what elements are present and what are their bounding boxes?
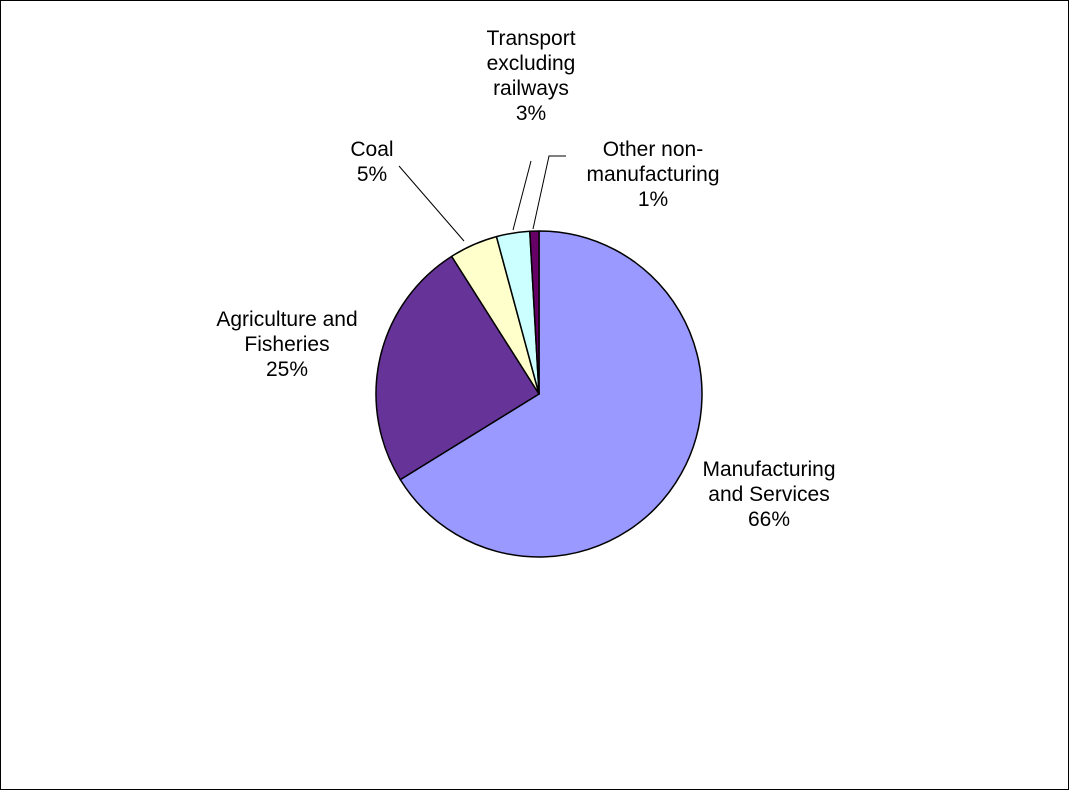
slice-label-agriculture-and-fisheries: Agriculture and Fisheries 25% <box>216 308 357 381</box>
slice-name-line: and Services <box>708 483 829 506</box>
leader-line-coal <box>398 165 465 242</box>
slice-name-line: Transport <box>486 27 575 50</box>
slice-name-line: Coal <box>350 138 393 161</box>
leader-line-other-non-manufacturing <box>532 155 566 230</box>
pie-slices <box>375 230 703 558</box>
slice-label-other-non-manufacturing: Other non-manufacturing 1% <box>586 138 719 211</box>
pie-slice-manufacturing-and-services <box>399 230 703 558</box>
slice-percent-label: 5% <box>357 163 387 186</box>
slice-name-line: Manufacturing <box>702 458 835 481</box>
pie-slice-agriculture-and-fisheries <box>375 255 540 481</box>
slice-name-line: Other non- <box>603 138 703 161</box>
slice-name-line: Agriculture and <box>216 308 357 331</box>
slice-percent-label: 1% <box>638 188 668 211</box>
leader-line-transport-excluding-railways <box>512 160 532 231</box>
slice-percent-label: 3% <box>516 102 546 125</box>
pie-slice-other-non-manufacturing <box>529 230 540 395</box>
slice-label-manufacturing-and-services: Manufacturing and Services 66% <box>702 458 835 531</box>
slice-name-line: excluding <box>487 52 576 75</box>
slice-label-transport-excluding-railways: Transport excluding railways 3% <box>486 27 575 125</box>
slice-label-coal: Coal 5% <box>350 138 393 186</box>
slice-percent-label: 66% <box>748 508 790 531</box>
slice-name-line: Fisheries <box>244 333 329 356</box>
slice-labels: Manufacturing and Services 66% Agriculture … <box>216 27 835 531</box>
slice-name-line: railways <box>493 77 569 100</box>
slice-name-line: manufacturing <box>586 163 719 186</box>
leader-lines <box>398 155 566 242</box>
slice-percent-label: 25% <box>266 358 308 381</box>
